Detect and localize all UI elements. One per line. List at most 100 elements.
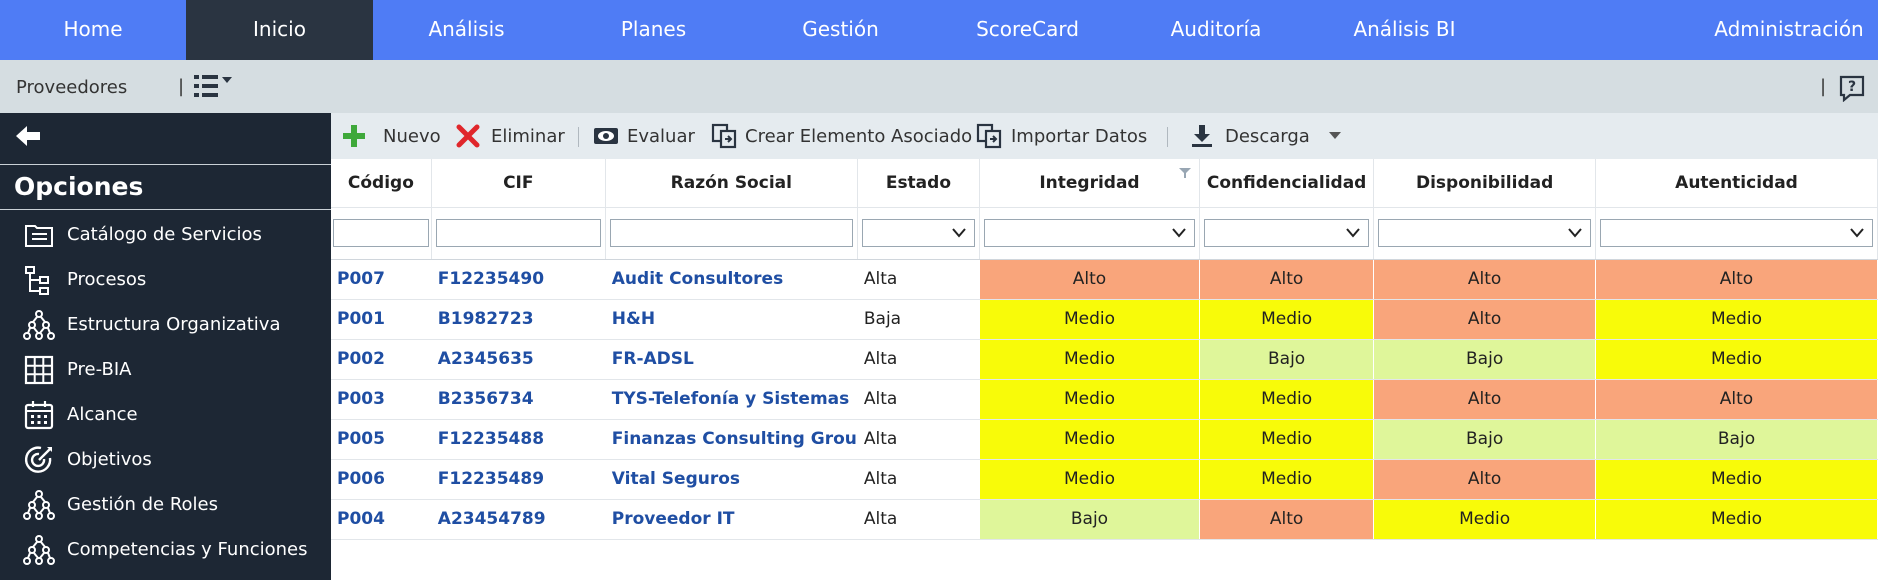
filter-row	[331, 207, 1878, 260]
nav-tab-inicio[interactable]: Inicio	[186, 0, 373, 60]
org-structure-icon	[23, 310, 55, 340]
sidebar-item-pre-bia[interactable]: Pre-BIA	[0, 347, 331, 392]
cell-estado: Alta	[857, 259, 981, 300]
cell-disponibilidad: Bajo	[1373, 419, 1596, 460]
sidebar-item-estructura[interactable]: Estructura Organizativa	[0, 302, 331, 347]
cell-codigo[interactable]: P004	[331, 499, 432, 540]
filter-funnel-icon[interactable]	[1178, 167, 1191, 179]
sidebar-item-objetivos[interactable]: Objetivos	[0, 437, 331, 482]
delete-x-icon	[456, 124, 480, 148]
col-header-autenticidad[interactable]: Autenticidad	[1595, 159, 1878, 208]
sidebar-item-alcance[interactable]: Alcance	[0, 392, 331, 437]
sidebar-item-procesos[interactable]: Procesos	[0, 257, 331, 302]
cell-razon-social[interactable]: Proveedor IT	[605, 499, 858, 540]
col-header-confidencialidad[interactable]: Confidencialidad	[1199, 159, 1375, 208]
cell-disponibilidad: Alto	[1373, 459, 1596, 500]
cell-razon-social[interactable]: TYS-Telefonía y Sistemas	[605, 379, 858, 420]
cell-estado: Alta	[857, 379, 981, 420]
sidebar-item-competencias[interactable]: Competencias y Funciones	[0, 527, 331, 572]
col-header-codigo[interactable]: Código	[331, 159, 432, 208]
cell-autenticidad: Bajo	[1595, 419, 1878, 460]
filter-razon-input[interactable]	[609, 219, 853, 247]
cell-cif[interactable]: F12235489	[431, 459, 606, 500]
nav-tab-planes[interactable]: Planes	[620, 17, 687, 41]
nav-tab-auditoria[interactable]: Auditoría	[1170, 17, 1262, 41]
filter-confidencialidad-select[interactable]	[1203, 219, 1370, 247]
descarga-label: Descarga	[1225, 126, 1310, 147]
cell-autenticidad: Alto	[1595, 379, 1878, 420]
filter-estado-select[interactable]	[861, 219, 975, 247]
cell-cif[interactable]: B2356734	[431, 379, 606, 420]
cell-codigo[interactable]: P006	[331, 459, 432, 500]
cell-razon-social[interactable]: Finanzas Consulting Grou	[605, 419, 858, 460]
cell-cif[interactable]: A23454789	[431, 499, 606, 540]
cell-confidencialidad: Medio	[1199, 419, 1375, 460]
help-icon[interactable]: ?	[1838, 74, 1866, 102]
filter-autenticidad-select[interactable]	[1600, 219, 1873, 247]
cell-disponibilidad: Alto	[1373, 259, 1596, 300]
cell-razon-social[interactable]: H&H	[605, 299, 858, 340]
nav-tab-analisis[interactable]: Análisis	[428, 17, 505, 41]
filter-codigo-input[interactable]	[333, 219, 429, 247]
chevron-down-icon[interactable]	[1329, 132, 1341, 140]
chevron-down-icon	[952, 228, 966, 238]
separator: |	[178, 76, 185, 97]
nav-tab-gestion[interactable]: Gestión	[802, 17, 879, 41]
back-arrow-icon[interactable]	[14, 123, 42, 149]
cell-razon-social[interactable]: FR-ADSL	[605, 339, 858, 380]
cell-confidencialidad: Medio	[1199, 379, 1375, 420]
cell-cif[interactable]: F12235488	[431, 419, 606, 460]
eye-icon	[594, 128, 618, 144]
filter-disponibilidad-select[interactable]	[1378, 219, 1591, 247]
table-row[interactable]: P003 B2356734 TYS-Telefonía y Sistemas A…	[331, 379, 1878, 420]
nav-tab-administracion[interactable]: Administración	[1714, 17, 1864, 41]
nav-tab-home[interactable]: Home	[63, 17, 123, 41]
col-header-estado[interactable]: Estado	[857, 159, 981, 208]
sidebar-item-catalogo[interactable]: Catálogo de Servicios	[0, 212, 331, 257]
cell-codigo[interactable]: P003	[331, 379, 432, 420]
list-view-icon[interactable]	[192, 72, 236, 102]
importar-datos-button[interactable]: Importar Datos	[976, 113, 1156, 159]
cell-codigo[interactable]: P005	[331, 419, 432, 460]
col-header-integridad[interactable]: Integridad	[979, 159, 1200, 208]
cell-estado: Alta	[857, 459, 981, 500]
filter-integridad-select[interactable]	[984, 219, 1195, 247]
sidebar-item-label: Objetivos	[67, 449, 152, 470]
crear-elemento-button[interactable]: Crear Elemento Asociado	[711, 113, 972, 159]
nav-tab-analisis-bi[interactable]: Análisis BI	[1353, 17, 1456, 41]
table-row[interactable]: P006 F12235489 Vital Seguros Alta Medio …	[331, 459, 1878, 500]
cell-codigo[interactable]: P001	[331, 299, 432, 340]
chevron-down-icon	[1850, 228, 1864, 238]
nuevo-button[interactable]: Nuevo	[341, 113, 441, 159]
header-row: Código CIF Razón Social Estado Integrida…	[331, 159, 1878, 208]
nav-tab-scorecard[interactable]: ScoreCard	[976, 17, 1079, 41]
cell-disponibilidad: Alto	[1373, 379, 1596, 420]
descarga-button[interactable]: Descarga	[1189, 113, 1349, 159]
cell-razon-social[interactable]: Vital Seguros	[605, 459, 858, 500]
cell-estado: Baja	[857, 299, 981, 340]
sidebar-item-label: Gestión de Roles	[67, 494, 218, 515]
sidebar-item-gestion-roles[interactable]: Gestión de Roles	[0, 482, 331, 527]
table-row[interactable]: P007 F12235490 Audit Consultores Alta Al…	[331, 259, 1878, 300]
col-header-razon-social[interactable]: Razón Social	[605, 159, 858, 208]
cell-razon-social[interactable]: Audit Consultores	[605, 259, 858, 300]
table-row[interactable]: P002 A2345635 FR-ADSL Alta Medio Bajo Ba…	[331, 339, 1878, 380]
cell-codigo[interactable]: P002	[331, 339, 432, 380]
cell-cif[interactable]: B1982723	[431, 299, 606, 340]
cell-cif[interactable]: F12235490	[431, 259, 606, 300]
evaluar-button[interactable]: Evaluar	[593, 113, 697, 159]
cell-autenticidad: Medio	[1595, 339, 1878, 380]
eliminar-button[interactable]: Eliminar	[455, 113, 567, 159]
col-header-cif[interactable]: CIF	[431, 159, 606, 208]
col-header-disponibilidad[interactable]: Disponibilidad	[1373, 159, 1596, 208]
cell-cif[interactable]: A2345635	[431, 339, 606, 380]
cell-estado: Alta	[857, 339, 981, 380]
table-row[interactable]: P004 A23454789 Proveedor IT Alta Bajo Al…	[331, 499, 1878, 540]
cell-integridad: Medio	[979, 299, 1200, 340]
breadcrumb: Proveedores	[16, 77, 128, 98]
table-row[interactable]: P005 F12235488 Finanzas Consulting Grou …	[331, 419, 1878, 460]
cell-codigo[interactable]: P007	[331, 259, 432, 300]
table-row[interactable]: P001 B1982723 H&H Baja Medio Medio Alto …	[331, 299, 1878, 340]
filter-cif-input[interactable]	[435, 219, 601, 247]
cell-integridad: Medio	[979, 459, 1200, 500]
